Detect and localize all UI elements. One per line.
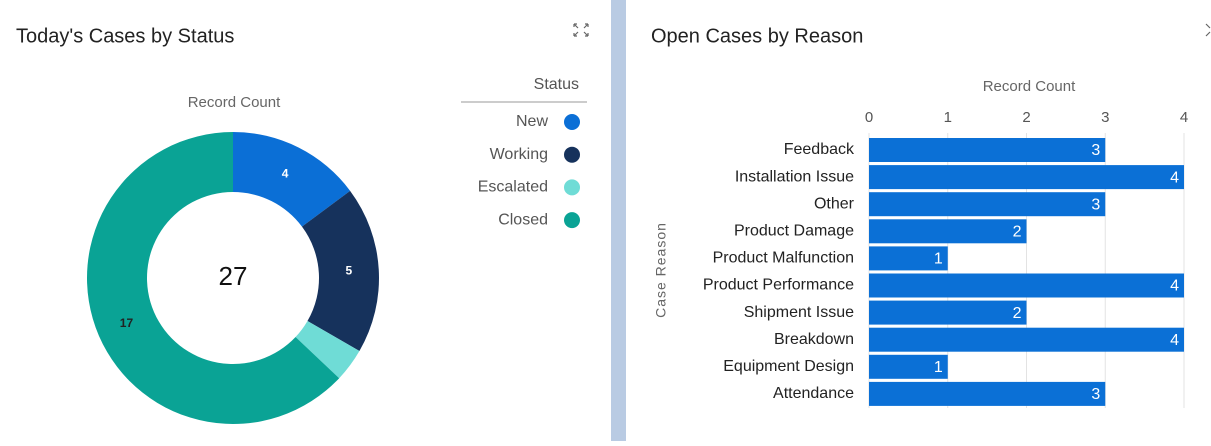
bar xyxy=(869,381,1106,406)
donut-slice xyxy=(301,190,379,351)
expand-icon[interactable] xyxy=(573,23,589,37)
data-label: 4 xyxy=(1170,332,1179,349)
bar xyxy=(869,300,1027,325)
chart-title: Today's Cases by Status xyxy=(16,25,234,47)
bar xyxy=(869,354,948,379)
y-tick-label: Feedback xyxy=(784,141,855,158)
bar xyxy=(869,273,1184,298)
legend-label: Closed xyxy=(498,211,548,228)
data-label: 2 xyxy=(1013,305,1022,322)
legend-label: Working xyxy=(490,146,548,163)
donut-slice xyxy=(233,132,351,227)
donut-slice xyxy=(87,132,340,425)
x-tick-label: 4 xyxy=(1180,109,1188,126)
center-total: 27 xyxy=(219,261,248,291)
y-axis-label: Case Reason xyxy=(653,222,669,318)
legend-swatch xyxy=(564,179,580,196)
axis-label: Record Count xyxy=(188,94,281,111)
legend-swatch xyxy=(564,114,580,130)
y-tick-label: Breakdown xyxy=(774,331,854,348)
y-tick-label: Equipment Design xyxy=(723,358,854,375)
data-label: 5 xyxy=(345,263,352,277)
legend-swatch xyxy=(564,212,580,229)
y-tick-label: Other xyxy=(814,195,855,212)
data-label: 4 xyxy=(1170,169,1179,186)
y-tick-label: Product Malfunction xyxy=(713,250,854,267)
donut-slice xyxy=(295,321,360,379)
bar xyxy=(869,165,1184,190)
data-label: 1 xyxy=(934,251,943,268)
data-label: 4 xyxy=(1170,278,1179,295)
bar xyxy=(869,246,948,271)
data-label: 3 xyxy=(1091,196,1100,213)
x-axis-label: Record Count xyxy=(983,78,1076,95)
data-label: 4 xyxy=(282,167,289,181)
legend-title: Status xyxy=(534,76,579,93)
bar xyxy=(869,327,1184,352)
y-tick-label: Attendance xyxy=(773,385,854,402)
panel-divider xyxy=(611,0,626,441)
x-tick-label: 0 xyxy=(865,109,873,126)
x-tick-label: 1 xyxy=(944,109,952,126)
chart-title: Open Cases by Reason xyxy=(651,25,863,47)
bar xyxy=(869,192,1106,217)
data-label: 3 xyxy=(1091,386,1100,403)
x-tick-label: 3 xyxy=(1101,109,1109,126)
data-label: 2 xyxy=(1013,224,1022,241)
data-label: 3 xyxy=(1091,142,1100,159)
bar xyxy=(869,138,1106,162)
y-tick-label: Installation Issue xyxy=(735,168,854,185)
data-label: 17 xyxy=(120,316,134,330)
expand-icon[interactable] xyxy=(1205,23,1211,37)
y-tick-label: Product Performance xyxy=(703,277,854,294)
x-tick-label: 2 xyxy=(1022,109,1030,126)
bar xyxy=(869,219,1027,244)
legend-label: New xyxy=(516,113,548,130)
y-tick-label: Shipment Issue xyxy=(744,304,854,321)
y-tick-label: Product Damage xyxy=(734,223,854,240)
legend-label: Escalated xyxy=(478,179,548,196)
legend-swatch xyxy=(564,146,580,163)
data-label: 1 xyxy=(934,359,943,376)
